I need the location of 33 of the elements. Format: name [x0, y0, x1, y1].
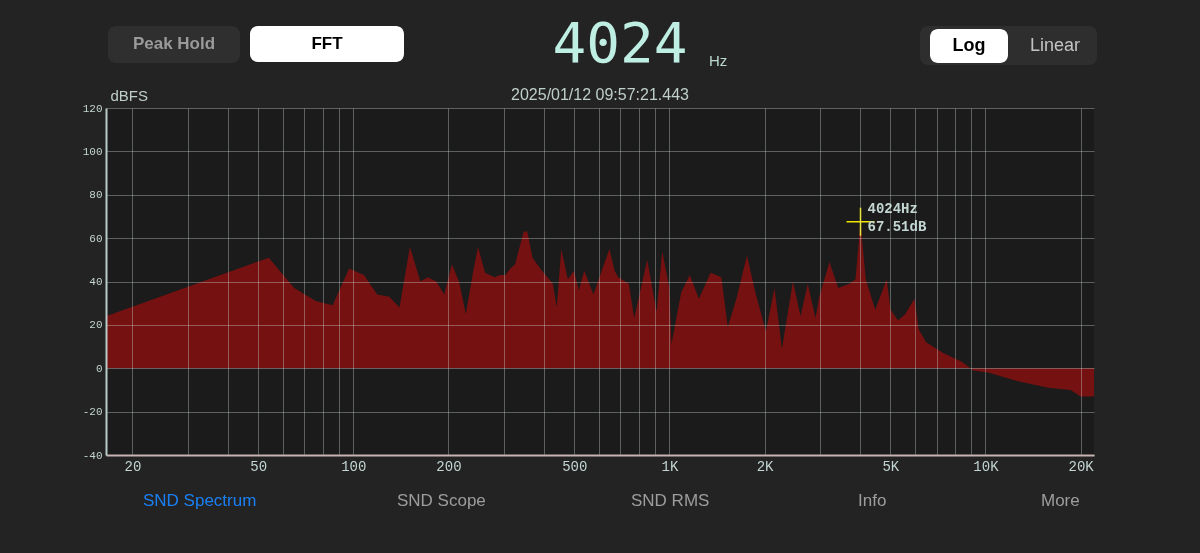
text: Peak Hold [132, 34, 216, 53]
x-tick-label: 100 [341, 458, 367, 475]
y-tick-label: 20 [89, 319, 103, 332]
y-tick-label: 120 [82, 102, 103, 115]
x-tick-label: 5K [882, 458, 900, 475]
y-tick-label: 100 [82, 145, 103, 158]
text: Linear [1029, 35, 1081, 55]
x-tick-label: 200 [436, 458, 462, 475]
x-tick-label: 20K [1068, 458, 1095, 475]
y-axis-title: dBFS [110, 86, 149, 104]
text: Hz [709, 52, 728, 69]
text: Info [858, 491, 887, 510]
y-tick-label: 80 [89, 189, 103, 202]
y-tick-label: 0 [95, 362, 103, 375]
y-tick-label: -40 [82, 449, 103, 462]
text: FFT [311, 34, 344, 53]
y-tick-label: -20 [82, 406, 103, 419]
text: SND Scope [397, 491, 486, 510]
text: 4024 [552, 10, 688, 75]
y-tick-label: 60 [89, 232, 103, 245]
text: More [1041, 491, 1080, 510]
text: Log [952, 35, 986, 55]
x-tick-label: 10K [973, 458, 1000, 475]
x-tick-label: 2K [756, 458, 775, 475]
chart-title: 2025/01/12 09:57:21.443 [511, 86, 690, 103]
text: SND Spectrum [143, 491, 257, 510]
x-tick-label: 1K [661, 458, 679, 475]
x-tick-label: 20 [124, 458, 142, 475]
x-tick-label: 50 [250, 458, 268, 475]
text: SND RMS [631, 491, 710, 510]
x-tick-label: 500 [562, 458, 588, 475]
y-tick-label: 40 [89, 276, 103, 288]
annotation: 4024Hz 67.51dB [867, 200, 927, 235]
